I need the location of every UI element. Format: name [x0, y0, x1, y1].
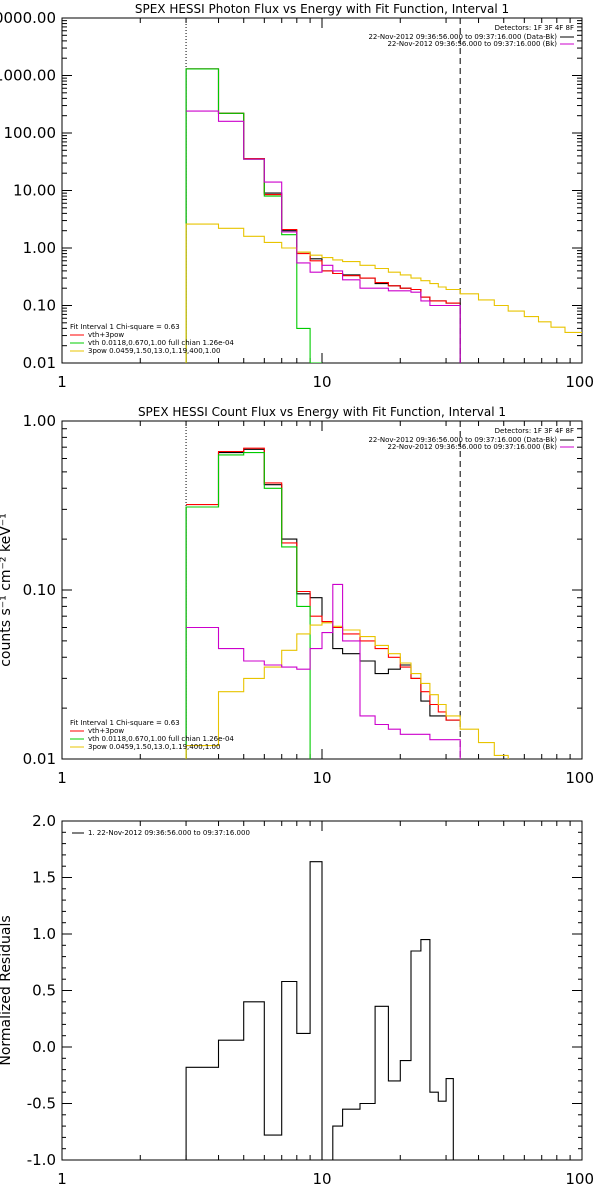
- y-tick-label: 10.00: [13, 182, 56, 200]
- series-line-vth: [185, 452, 311, 759]
- y-tick-label: 1.5: [32, 869, 56, 887]
- interval-label: 22-Nov-2012 09:36:56.000 to 09:37:16.000…: [387, 443, 557, 451]
- y-tick-label: -0.5: [27, 1095, 56, 1113]
- y-tick-label: 0.5: [32, 982, 56, 1000]
- y-tick-label: 1000.00: [0, 67, 56, 85]
- x-tick-label: 1: [57, 769, 67, 787]
- chart-panel-2: SPEX HESSI Count Flux vs Energy with Fit…: [0, 405, 594, 787]
- y-tick-label: 100.00: [4, 124, 57, 142]
- interval-label: 22-Nov-2012 09:36:56.000 to 09:37:16.000…: [387, 40, 557, 48]
- y-tick-label: 1.0: [32, 925, 56, 943]
- legend-entry: vth 0.0118,0.670,1.00 full chian 1.26e-0…: [88, 339, 234, 347]
- y-tick-label: 0.01: [23, 750, 56, 768]
- legend-title: Fit Interval 1 Chi-square = 0.63: [70, 323, 180, 331]
- y-tick-label: 2.0: [32, 812, 56, 830]
- x-tick-label: 1: [57, 1170, 67, 1188]
- x-tick-label: 10: [312, 769, 331, 787]
- y-tick-label: 0.01: [23, 354, 56, 372]
- legend-entry: 1. 22-Nov-2012 09:36:56.000 to 09:37:16.…: [88, 829, 250, 837]
- detectors-label: Detectors: 1F 3F 4F 8F: [495, 24, 574, 32]
- y-tick-label: 0.0: [32, 1038, 56, 1056]
- y-axis-label: counts s⁻¹ cm⁻² keV⁻¹: [0, 513, 14, 667]
- chart-panel-1: SPEX HESSI Photon Flux vs Energy with Fi…: [0, 2, 594, 391]
- legend-entry: 3pow 0.0459,1.50,13.0,1.19,400,1.00: [88, 743, 220, 751]
- y-tick-label: 0000.00: [0, 9, 56, 27]
- series-line-bk: [186, 110, 461, 363]
- legend-entry: vth 0.0118,0.670,1.00 full chian 1.26e-0…: [88, 735, 234, 743]
- series-line-vth: [185, 68, 322, 363]
- y-tick-label: 1.00: [23, 239, 56, 257]
- y-axis-label: Normalized Residuals: [0, 915, 14, 1065]
- x-tick-label: 1: [57, 373, 67, 391]
- chart-title: SPEX HESSI Count Flux vs Energy with Fit…: [138, 405, 506, 419]
- legend-entry: vth+3pow: [88, 727, 124, 735]
- legend-title: Fit Interval 1 Chi-square = 0.63: [70, 719, 180, 727]
- y-tick-label: 0.10: [23, 297, 56, 315]
- x-tick-label: 100: [565, 373, 594, 391]
- detectors-label: Detectors: 1F 3F 4F 8F: [495, 427, 574, 435]
- x-tick-label: 10: [312, 1170, 331, 1188]
- series-line-bk: [186, 583, 461, 759]
- interval-label: 22-Nov-2012 09:36:56.000 to 09:37:16.000…: [368, 33, 557, 41]
- x-tick-label: 10: [312, 373, 331, 391]
- x-tick-label: 100: [565, 1170, 594, 1188]
- legend-entry: vth+3pow: [88, 331, 124, 339]
- series-line-3pow: [185, 622, 509, 759]
- y-tick-label: 1.00: [23, 412, 56, 430]
- y-tick-label: -1.0: [27, 1151, 56, 1169]
- x-tick-label: 100: [565, 769, 594, 787]
- series-line-3pow: [185, 223, 582, 363]
- chart-title: SPEX HESSI Photon Flux vs Energy with Fi…: [135, 2, 509, 16]
- chart-panel-3: 1 10 100 -1.0 -0.5 0.0 0.5 1.0 1.5 2.0 Normalized …: [0, 812, 594, 1188]
- legend-entry: 3pow 0.0459,1.50,13.0,1.19,400,1.00: [88, 347, 220, 355]
- y-tick-label: 0.10: [23, 581, 56, 599]
- series-line-vth-3pow: [186, 447, 461, 721]
- series-line-1-22-nov-2012-09-36-56-000-to-09-37-16-000: [185, 861, 454, 1160]
- interval-label: 22-Nov-2012 09:36:56.000 to 09:37:16.000…: [368, 436, 557, 444]
